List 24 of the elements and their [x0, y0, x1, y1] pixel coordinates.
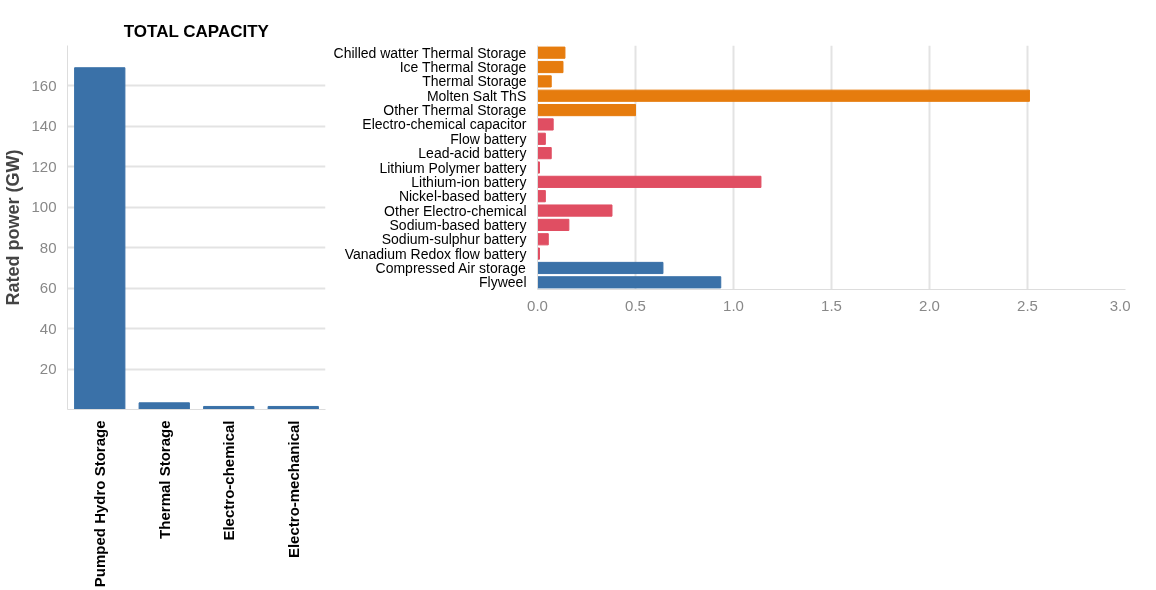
- y-tick-label: 40: [39, 319, 57, 337]
- x-tick-label: 1.0: [723, 296, 744, 314]
- y-tick-label: Sodium-based battery: [389, 216, 527, 233]
- x-tick-label: 1.5: [821, 296, 842, 314]
- x-tick-label: Electro-chemical: [220, 420, 238, 541]
- x-tick-label: Pumped Hydro Storage: [91, 420, 109, 588]
- y-tick-label: Chilled watter Thermal Storage: [333, 44, 527, 61]
- y-tick-label: 160: [31, 76, 57, 94]
- x-tick-label: 0.5: [625, 296, 646, 314]
- x-tick-label: 2.5: [1017, 296, 1038, 314]
- chart-title: TOTAL CAPACITY: [123, 21, 270, 41]
- y-tick-label: 20: [39, 360, 57, 378]
- x-tick-label: Electro-mechanical: [284, 420, 302, 559]
- y-tick-label: 120: [31, 157, 57, 175]
- y-tick-label: 140: [31, 117, 57, 135]
- y-tick-label: Other Thermal Storage: [383, 102, 527, 119]
- x-tick-label: 0.0: [527, 296, 548, 314]
- x-tick-label: Thermal Storage: [155, 420, 173, 539]
- y-tick-label: 80: [39, 238, 57, 256]
- x-tick-label: 3.0: [1109, 296, 1131, 314]
- y-tick-label: 100: [31, 198, 57, 216]
- y-tick-label: 60: [39, 279, 57, 297]
- y-axis-title: Rated power (GW): [3, 149, 24, 306]
- x-tick-label: 2.0: [919, 296, 940, 314]
